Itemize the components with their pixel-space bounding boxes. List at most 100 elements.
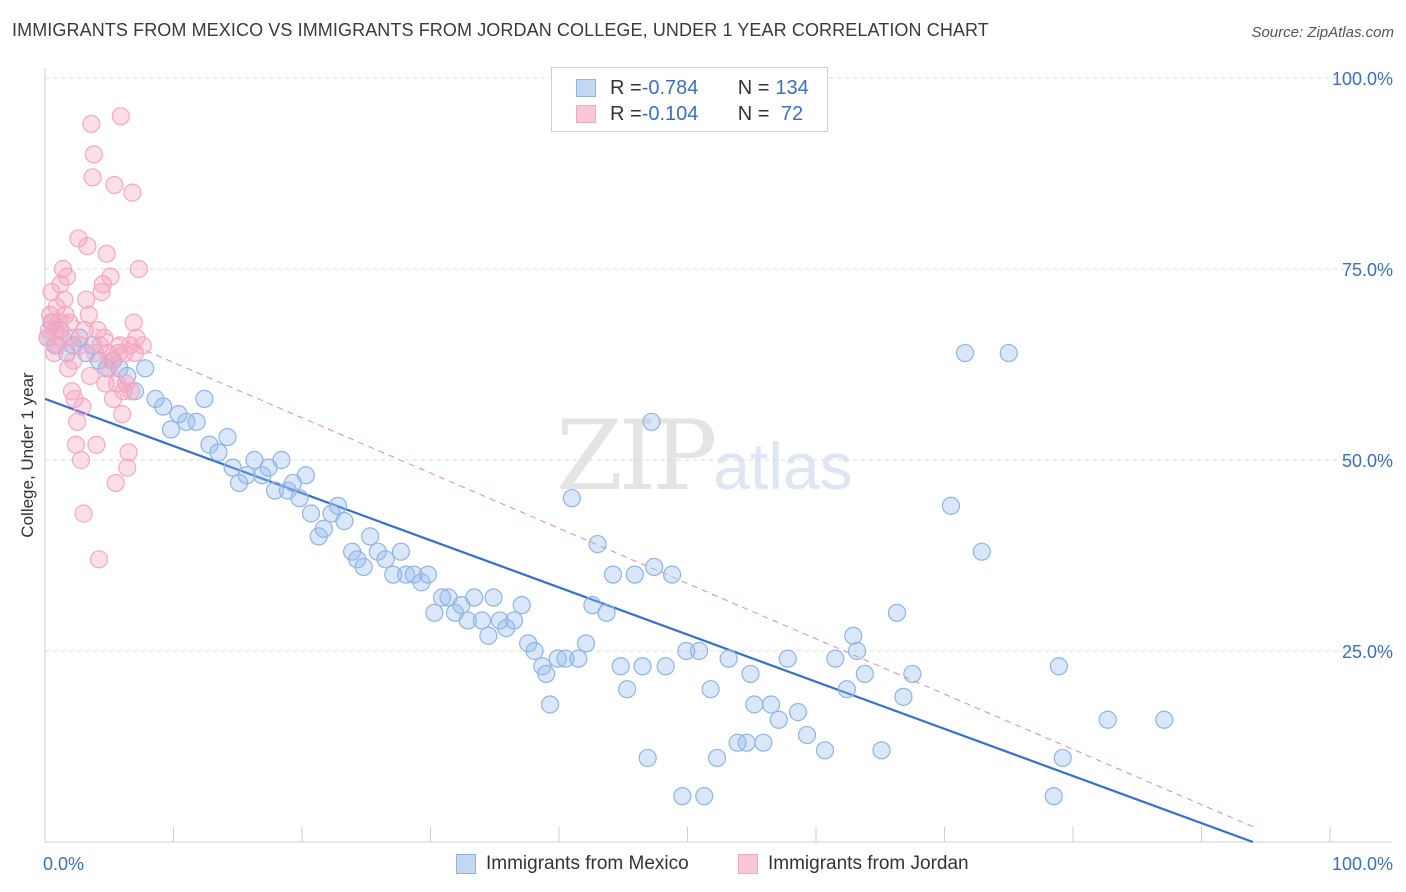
jordan-point — [82, 114, 101, 133]
jordan-point — [68, 412, 87, 431]
jordan-point — [129, 259, 148, 279]
mexico-legend-swatch — [456, 854, 476, 874]
mexico-point — [761, 695, 781, 714]
data-points — [38, 107, 1174, 806]
mexico-point — [223, 458, 242, 477]
x-tick-label: 100.0% — [1332, 854, 1393, 874]
mexico-point — [618, 680, 637, 699]
mexico-point — [187, 412, 206, 431]
mexico-point — [418, 565, 438, 584]
mexico-legend-label: Immigrants from Mexico — [486, 853, 689, 874]
jordan-point — [105, 175, 124, 195]
mexico-point — [719, 649, 738, 668]
mexico-point — [778, 649, 797, 668]
mexico-point — [472, 611, 491, 630]
mexico-point — [955, 343, 975, 363]
mexico-point — [361, 527, 380, 546]
mexico-point — [512, 596, 531, 615]
mexico-point — [335, 512, 354, 531]
mexico-point — [562, 489, 581, 508]
jordan-swatch — [576, 105, 596, 123]
jordan-point — [83, 168, 102, 187]
jordan-point — [92, 282, 111, 302]
legend-row-mexico: R = -0.784 N = 134 — [576, 75, 809, 101]
watermark-atlas: atlas — [713, 429, 853, 503]
y-tick-label: 50.0% — [1342, 451, 1393, 471]
mexico-point — [404, 565, 423, 584]
mexico-point — [245, 450, 264, 470]
trend-lines — [44, 306, 1254, 844]
mexico-point — [625, 565, 644, 584]
mexico-point — [576, 634, 596, 653]
mexico-point — [797, 725, 817, 745]
mexico-point — [689, 641, 709, 661]
mexico-point — [662, 565, 682, 584]
jordan-point — [66, 435, 85, 454]
mexico-point — [490, 611, 509, 630]
mexico-point — [754, 733, 773, 752]
mexico-point — [425, 603, 444, 622]
mexico-point — [265, 481, 285, 500]
mexico-point — [588, 534, 607, 554]
mexico-point — [569, 649, 588, 668]
y-tick-label: 75.0% — [1342, 260, 1393, 280]
jordan-point — [95, 328, 114, 347]
mexico-point — [673, 787, 692, 806]
jordan-point — [119, 443, 138, 462]
mexico-point — [412, 573, 431, 592]
jordan-point — [101, 267, 120, 286]
mexico-point — [146, 389, 165, 408]
mexico-point — [788, 703, 808, 722]
mexico-point — [1053, 748, 1072, 768]
jordan-point — [106, 473, 125, 493]
mexico-point — [741, 664, 760, 684]
mexico-point — [855, 664, 874, 684]
mexico-point — [218, 427, 237, 447]
jordan-point — [64, 351, 83, 370]
mexico-point — [894, 687, 913, 706]
mexico-point — [195, 389, 214, 408]
mexico-point — [484, 588, 503, 607]
mexico-point — [314, 519, 333, 538]
mexico-point — [540, 695, 560, 714]
y-tick-label: 100.0% — [1332, 69, 1393, 89]
jordan-point — [121, 382, 141, 401]
mexico-point — [999, 343, 1018, 363]
mexico-point — [296, 466, 315, 485]
mexico-point — [161, 420, 181, 439]
mexico-point — [695, 787, 714, 806]
mexico-point — [826, 649, 845, 668]
mexico-point — [458, 611, 477, 630]
jordan-point — [50, 313, 69, 332]
mexico-point — [537, 664, 556, 684]
jordan-point — [124, 313, 143, 332]
y-axis-label: College, Under 1 year — [18, 372, 37, 538]
mexico-point — [1049, 657, 1068, 676]
mexico-point — [707, 748, 727, 768]
x-tick-label: 0.0% — [43, 854, 84, 874]
jordan-point — [73, 397, 92, 416]
mexico-point — [177, 412, 196, 431]
jordan-point — [133, 336, 152, 355]
mexico-point — [745, 695, 764, 714]
jordan-point — [74, 504, 93, 523]
mexico-point — [603, 565, 623, 584]
mexico-point — [656, 657, 675, 676]
mexico-point — [903, 664, 922, 684]
jordan-point — [55, 290, 74, 309]
jordan-point — [80, 366, 100, 386]
jordan-point — [70, 336, 89, 355]
jordan-point — [79, 305, 98, 324]
n-value: 134 — [775, 76, 809, 99]
jordan-point — [88, 321, 107, 340]
mexico-point — [1155, 710, 1174, 729]
mexico-point — [497, 618, 516, 638]
mexico-point — [229, 473, 249, 493]
grid — [45, 77, 1392, 652]
mexico-point — [154, 397, 173, 416]
mexico-point — [633, 657, 652, 676]
mexico-point — [354, 557, 373, 577]
mexico-trend-line — [44, 397, 1254, 844]
mexico-point — [848, 641, 867, 661]
